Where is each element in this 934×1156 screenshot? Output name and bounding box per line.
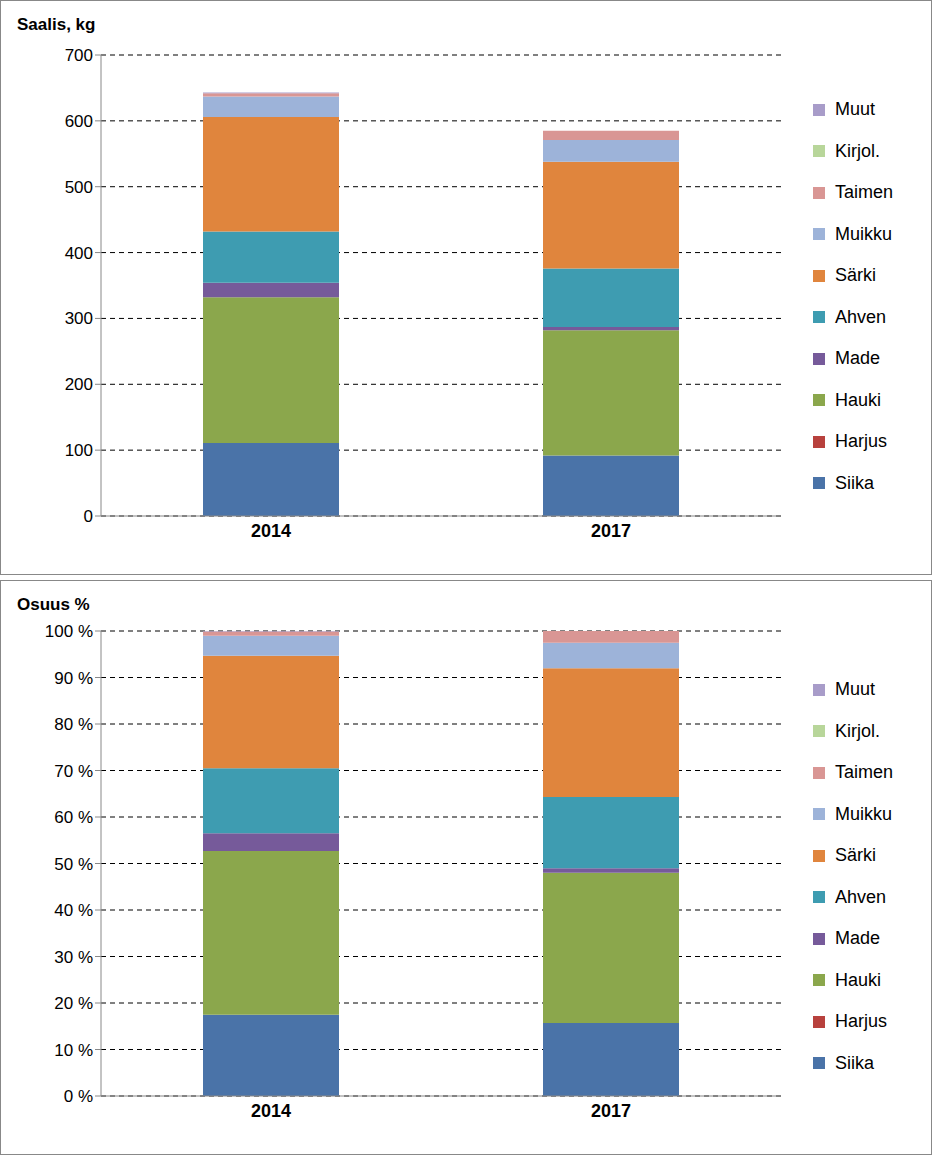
html-text:Harjus: Harjus	[835, 1011, 887, 1032]
svg-text:0: 0	[84, 507, 93, 526]
html-text:Made: Made	[835, 928, 880, 949]
html-text:Ahven: Ahven	[835, 306, 886, 327]
svg-text:400: 400	[65, 244, 93, 263]
html-text:Särki: Särki	[835, 845, 876, 866]
svg-text:100 %: 100 %	[45, 622, 93, 641]
html-text:Siika: Siika	[835, 1052, 874, 1073]
svg-text:10 %: 10 %	[54, 1041, 93, 1060]
svg-text:500: 500	[65, 178, 93, 197]
html-text:Kirjol.: Kirjol.	[835, 720, 880, 741]
svg-text:700: 700	[65, 46, 93, 65]
html-text:Osuus %: Osuus %	[17, 595, 90, 614]
svg-text:60 %: 60 %	[54, 808, 93, 827]
svg-text:90 %: 90 %	[54, 669, 93, 688]
svg-text:600: 600	[65, 112, 93, 131]
html-text:Muikku: Muikku	[835, 223, 892, 244]
html-text:Kirjol.: Kirjol.	[835, 140, 880, 161]
svg-text:2017: 2017	[591, 1101, 631, 1121]
svg-text:40 %: 40 %	[54, 901, 93, 920]
html-text:Taimen: Taimen	[835, 182, 893, 203]
html-text:Muut: Muut	[835, 679, 875, 700]
svg-text:300: 300	[65, 309, 93, 328]
svg-text:30 %: 30 %	[54, 948, 93, 967]
html-text:Harjus: Harjus	[835, 431, 887, 452]
svg-text:50 %: 50 %	[54, 855, 93, 874]
html-text:Hauki: Hauki	[835, 969, 881, 990]
svg-text:70 %: 70 %	[54, 762, 93, 781]
svg-text:2014: 2014	[251, 1101, 291, 1121]
html-text:Made: Made	[835, 348, 880, 369]
svg-text:20 %: 20 %	[54, 994, 93, 1013]
html-text:Särki: Särki	[835, 265, 876, 286]
svg-text:200: 200	[65, 375, 93, 394]
html-text:Hauki: Hauki	[835, 389, 881, 410]
html-text:Muut: Muut	[835, 99, 875, 120]
html-text:Saalis, kg: Saalis, kg	[17, 15, 96, 34]
html-text:Ahven: Ahven	[835, 886, 886, 907]
svg-text:100: 100	[65, 441, 93, 460]
html-text:Siika: Siika	[835, 472, 874, 493]
html-text:Taimen: Taimen	[835, 762, 893, 783]
html-text:Muikku: Muikku	[835, 803, 892, 824]
svg-text:2017: 2017	[591, 521, 631, 541]
svg-text:80 %: 80 %	[54, 715, 93, 734]
svg-text:2014: 2014	[251, 521, 291, 541]
svg-text:0 %: 0 %	[64, 1087, 93, 1106]
